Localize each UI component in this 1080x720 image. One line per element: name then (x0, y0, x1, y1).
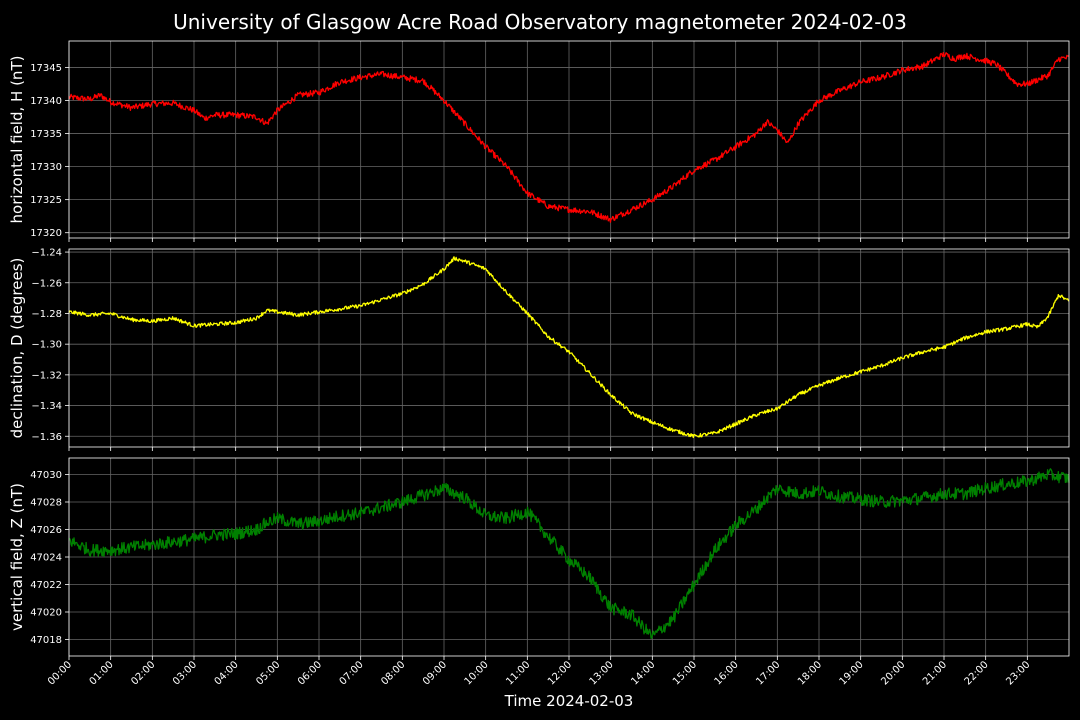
x-tick-label: 02:00 (129, 659, 157, 687)
y-tick-label: −1.32 (31, 370, 62, 381)
y-tick-label: 17320 (30, 228, 62, 239)
y-axis-label: declination, D (degrees) (8, 258, 26, 439)
x-tick-label: 04:00 (213, 659, 241, 687)
y-tick-label: −1.30 (31, 340, 62, 351)
y-tick-label: 47028 (30, 498, 62, 509)
x-tick-label: 20:00 (879, 659, 907, 687)
y-axis-label: horizontal field, H (nT) (8, 56, 26, 224)
x-tick-label: 03:00 (171, 659, 199, 687)
x-tick-label: 00:00 (46, 659, 74, 687)
x-tick-label: 01:00 (88, 659, 116, 687)
x-tick-label: 18:00 (796, 659, 824, 687)
y-tick-label: 17340 (30, 96, 62, 107)
x-tick-label: 13:00 (588, 659, 616, 687)
y-tick-label: 47024 (30, 553, 62, 564)
panel-3: 47018 47020 47022 47024 47026 47028 47030 verti… (8, 457, 1070, 660)
y-tick-label: −1.36 (31, 432, 62, 443)
x-tick-label: 06:00 (296, 659, 324, 687)
panel-2: −1.36 −1.34 −1.32 −1.30 −1.28 −1.26 −1.24 decli… (8, 248, 1070, 451)
series-line-3 (68, 468, 1070, 639)
y-tick-label: 47020 (30, 608, 62, 619)
x-tick-label: 09:00 (421, 659, 449, 687)
y-tick-label: −1.34 (31, 401, 62, 412)
x-tick-label: 14:00 (629, 659, 657, 687)
x-tick-label: 05:00 (254, 659, 282, 687)
y-tick-label: 47030 (30, 470, 62, 481)
y-tick-label: 17335 (30, 129, 62, 140)
x-tick-label: 22:00 (963, 659, 991, 687)
x-tick-label: 12:00 (546, 659, 574, 687)
x-tick-label: 15:00 (671, 659, 699, 687)
series-line-1 (68, 51, 1070, 223)
x-tick-label: 19:00 (838, 659, 866, 687)
x-tick-label: 23:00 (1004, 659, 1032, 687)
y-tick-label: 47026 (30, 525, 62, 536)
x-tick-label: 16:00 (713, 659, 741, 687)
axes-frame (68, 40, 1070, 239)
y-tick-label: −1.26 (31, 278, 62, 289)
y-tick-label: −1.28 (31, 309, 62, 320)
x-tick-label: 10:00 (463, 659, 491, 687)
x-axis-label: Time 2024-02-03 (504, 692, 634, 710)
x-tick-label: 07:00 (338, 659, 366, 687)
y-tick-label: −1.24 (31, 248, 62, 259)
x-tick-label: 21:00 (921, 659, 949, 687)
x-tick-label: 17:00 (754, 659, 782, 687)
x-tick-label: 11:00 (504, 659, 532, 687)
chart-title: University of Glasgow Acre Road Observat… (173, 10, 907, 34)
y-tick-label: 47022 (30, 580, 62, 591)
y-tick-label: 47018 (30, 635, 62, 646)
axes-frame (68, 457, 1070, 657)
y-tick-label: 17330 (30, 162, 62, 173)
y-tick-label: 17345 (30, 63, 62, 74)
axes-frame (68, 248, 1070, 448)
y-tick-label: 17325 (30, 195, 62, 206)
x-tick-label: 08:00 (379, 659, 407, 687)
panel-1: 17320 17325 17330 17335 17340 17345 horizontal… (8, 40, 1070, 242)
y-axis-label: vertical field, Z (nT) (8, 483, 26, 631)
series-line-2 (68, 256, 1070, 439)
